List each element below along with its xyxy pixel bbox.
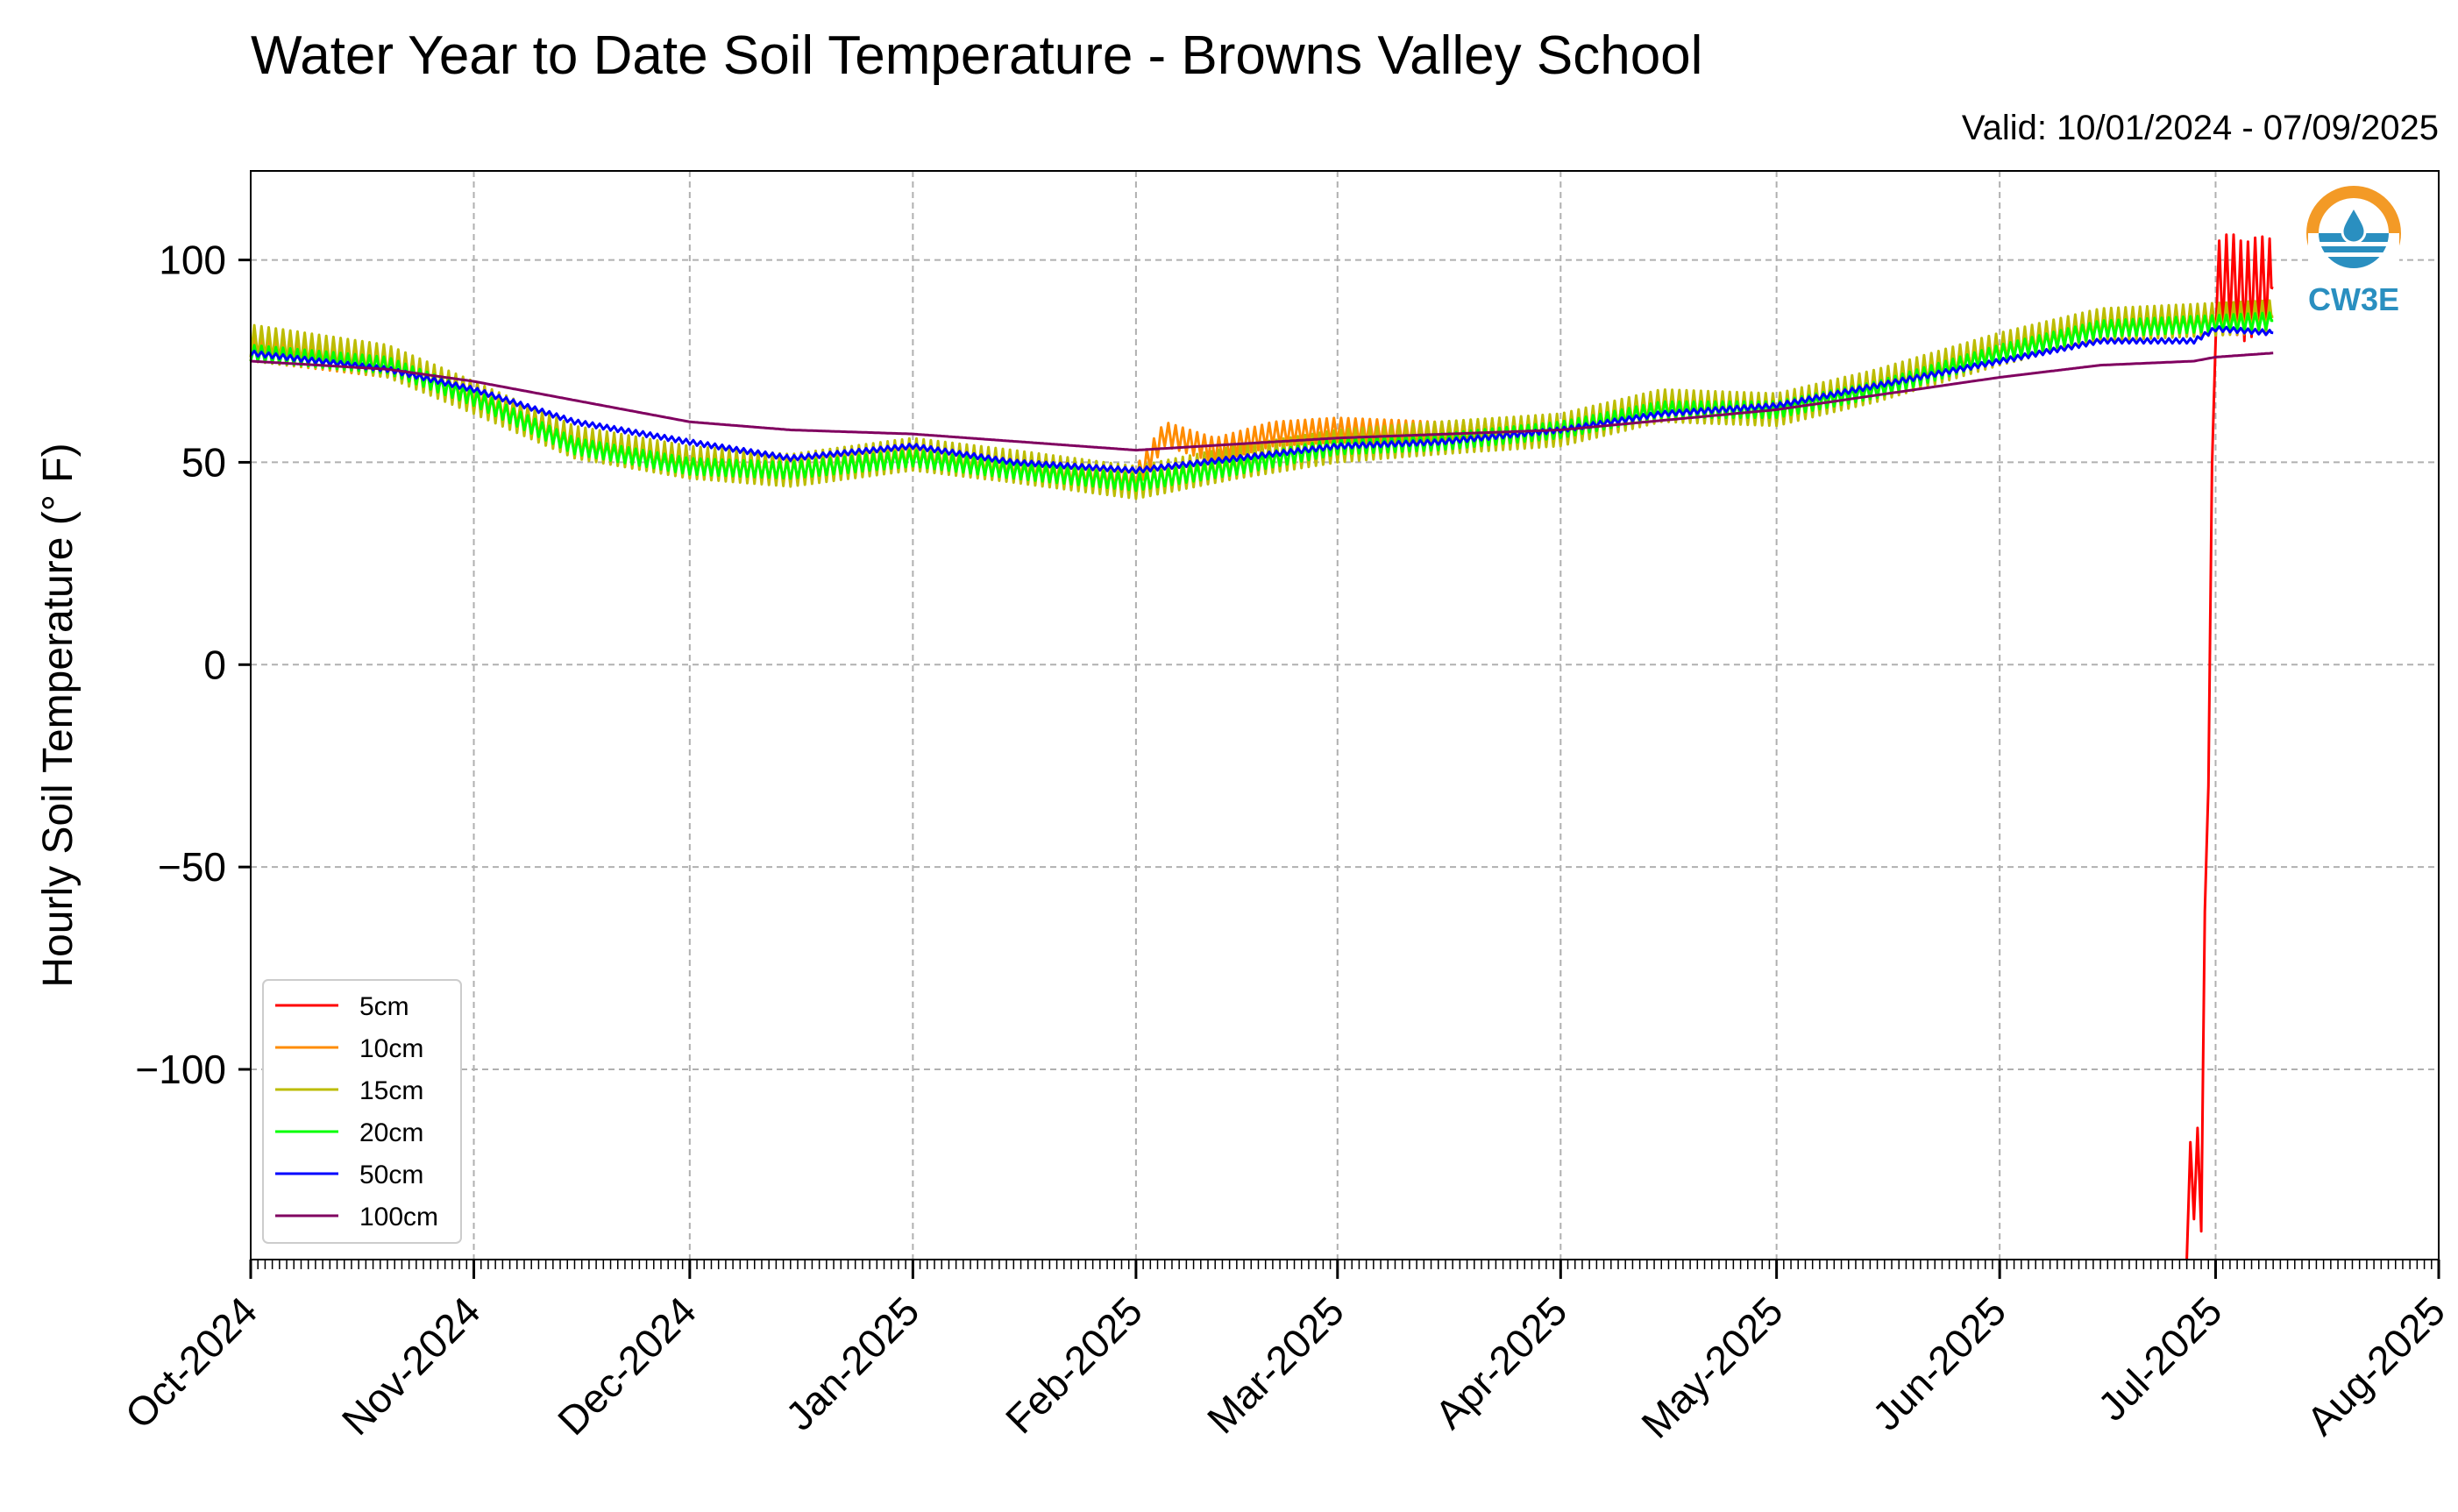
- cw3e-logo: CW3E: [2306, 186, 2401, 317]
- grid-lines: [251, 171, 2439, 1260]
- legend-label: 20cm: [359, 1118, 423, 1147]
- x-tick-label: Nov-2024: [333, 1288, 489, 1444]
- y-tick-label: 50: [181, 439, 226, 485]
- x-tick-label: Feb-2025: [997, 1288, 1151, 1442]
- x-tick-label: Jan-2025: [777, 1288, 927, 1438]
- series-line-100cm: [250, 351, 2274, 452]
- legend-label: 50cm: [359, 1161, 423, 1189]
- x-tick-label: May-2025: [1632, 1288, 1791, 1446]
- chart-title: Water Year to Date Soil Temperature - Br…: [251, 25, 1703, 86]
- legend-label: 15cm: [359, 1076, 423, 1105]
- logo-text: CW3E: [2308, 281, 2399, 317]
- x-tick-label: Oct-2024: [117, 1288, 266, 1437]
- series-line-20cm: [249, 311, 2274, 493]
- legend: 5cm 10cm 15cm 20cm 50cm 100cm: [262, 979, 462, 1244]
- x-tick-label: Jun-2025: [1864, 1288, 2014, 1438]
- y-tick-label: 100: [159, 238, 226, 283]
- axes: Oct-2024 Nov-2024 Dec-2024 Jan-2025 Feb-2025…: [117, 238, 2454, 1447]
- x-tick-label: Apr-2025: [1426, 1288, 1576, 1437]
- chart-subtitle: Valid: 10/01/2024 - 07/09/2025: [1961, 109, 2439, 147]
- y-tick-label: −100: [135, 1047, 226, 1092]
- series-line-5cm: [2185, 233, 2274, 1260]
- plot-frame: [250, 170, 2440, 1260]
- x-tick-label: Aug-2025: [2298, 1288, 2454, 1444]
- legend-label: 100cm: [359, 1203, 438, 1232]
- legend-label: 5cm: [359, 992, 409, 1021]
- x-tick-label: Jul-2025: [2089, 1288, 2231, 1430]
- x-tick-label: Dec-2024: [549, 1288, 705, 1444]
- legend-label: 10cm: [359, 1034, 423, 1063]
- y-tick-label: −50: [158, 844, 226, 890]
- series-line-50cm: [249, 325, 2274, 474]
- y-tick-label: 0: [203, 642, 226, 687]
- legend-box: [262, 979, 462, 1244]
- series-line-15cm: [249, 299, 2274, 500]
- y-axis-label: Hourly Soil Temperature (° F): [35, 443, 82, 987]
- x-tick-label: Mar-2025: [1198, 1288, 1353, 1442]
- series-lines: [249, 233, 2274, 1260]
